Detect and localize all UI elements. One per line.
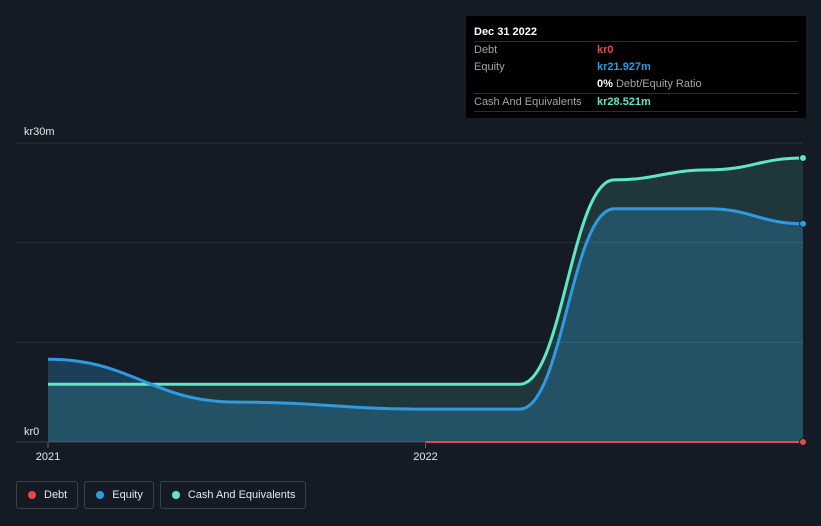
legend-label: Equity [112, 489, 143, 501]
cash-and-equivalents-area [48, 157, 803, 442]
legend-label: Cash And Equivalents [187, 489, 296, 501]
legend-item-equity[interactable]: Equity [84, 481, 154, 509]
y-label-top: kr30m [24, 126, 55, 138]
legend-item-debt[interactable]: Debt [16, 481, 79, 509]
tooltip-row-debt: Debt kr0 [474, 41, 798, 59]
tooltip-value-cash: kr28.521m [597, 96, 651, 108]
tooltip-label: Cash And Equivalents [474, 96, 582, 108]
x-tick-label: 2022 [413, 451, 437, 463]
tooltip-bottom-rule [474, 111, 798, 129]
ratio-value: 0% [597, 78, 613, 90]
tooltip-row-equity: Equity kr21.927m [474, 59, 798, 76]
tooltip-label: Debt [474, 44, 498, 56]
legend-item-cash[interactable]: Cash And Equivalents [159, 481, 307, 509]
legend-dot-equity [96, 491, 105, 499]
series-areas [48, 157, 803, 442]
tooltip-value-ratio: 0% Debt/Equity Ratio [597, 76, 702, 93]
x-tick-label: 2021 [36, 451, 60, 463]
series-lines [47, 156, 804, 444]
debt-end-marker [799, 438, 807, 446]
legend-label: Debt [44, 489, 68, 501]
tooltip-label [474, 76, 597, 93]
ratio-label: Debt/Equity Ratio [615, 78, 702, 90]
tooltip-value-equity: kr21.927m [597, 61, 651, 73]
series-end-markers [799, 153, 807, 446]
y-label-bottom: kr0 [24, 426, 39, 438]
equity-end-marker [799, 219, 807, 228]
tooltip-date: Dec 31 2022 [474, 26, 537, 38]
legend-dot-cash [171, 491, 180, 499]
legend-dot-debt [28, 491, 36, 499]
cash-and-equivalents-end-marker [799, 153, 807, 162]
tooltip-row-cash: Cash And Equivalents kr28.521m [474, 93, 798, 111]
tooltip-label: Equity [474, 61, 505, 73]
tooltip-value-debt: kr0 [597, 44, 614, 56]
tooltip-row-ratio: 0% Debt/Equity Ratio [474, 76, 798, 93]
legend: Debt Equity Cash And Equivalents [16, 481, 307, 509]
x-axis-ticks: 2021 2022 [36, 442, 438, 463]
cash-and-equivalents-line [48, 156, 804, 386]
equity-line [47, 207, 804, 411]
tooltip: Dec 31 2022 Debt kr0 Equity kr21.927m 0%… [466, 16, 806, 118]
equity-area [48, 208, 803, 442]
